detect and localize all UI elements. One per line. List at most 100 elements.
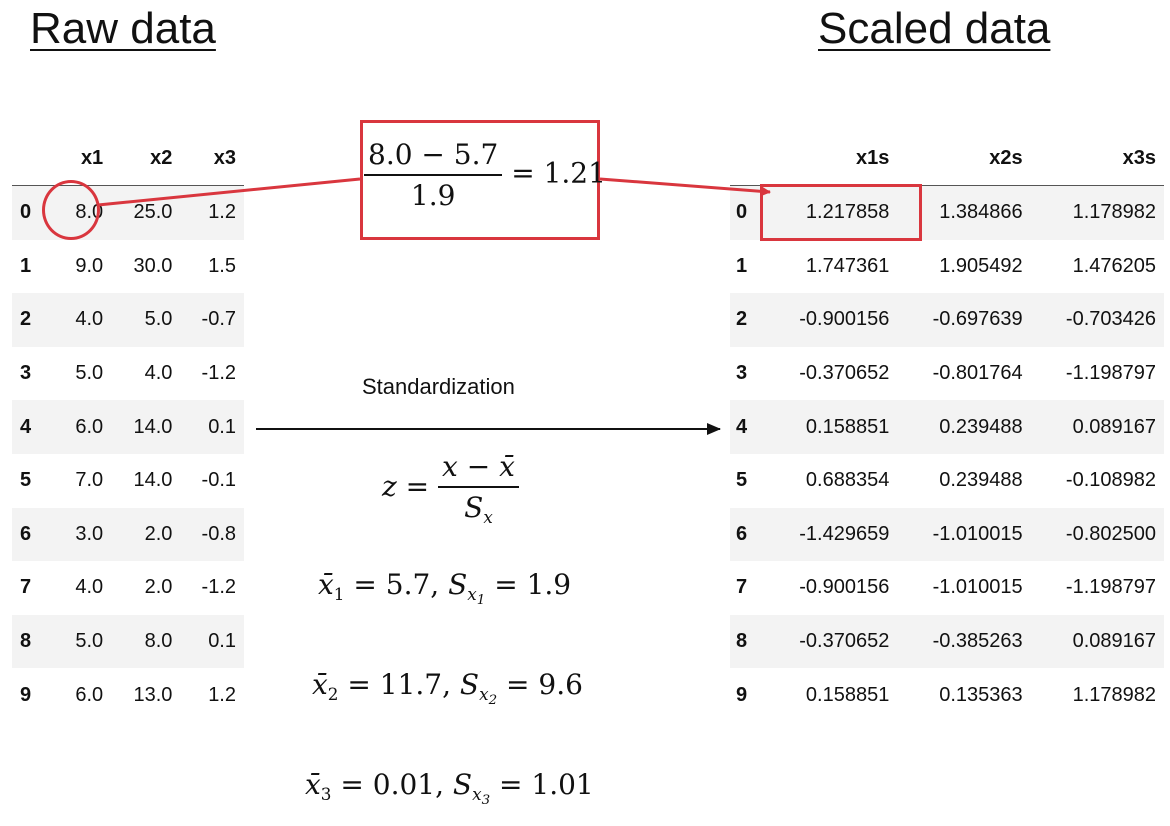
table-cell: 13.0 bbox=[133, 683, 173, 706]
table-cell: 1.905492 bbox=[939, 254, 1023, 277]
z-numerator: x − x̄ bbox=[438, 450, 519, 488]
sd-sub-index: 3 bbox=[481, 793, 491, 808]
mean-symbol: x̄ bbox=[312, 668, 328, 701]
table-cell: 14.0 bbox=[133, 415, 173, 438]
table-cell: 0.158851 bbox=[805, 415, 890, 438]
example-denominator: 1.9 bbox=[410, 179, 456, 212]
table-cell: -0.1 bbox=[201, 469, 236, 492]
table-cell: 8.0 bbox=[144, 630, 173, 653]
z-lhs: z = bbox=[382, 470, 430, 503]
table-cell: 1.747361 bbox=[805, 254, 890, 277]
table-cell: -1.2 bbox=[201, 576, 236, 599]
table-cell: 1.217858 bbox=[805, 201, 890, 224]
sd-sub-var: x bbox=[472, 784, 482, 804]
example-calculation: 8.0 − 5.7 1.9 = 1.21 bbox=[364, 138, 606, 212]
raw-data-title: Raw data bbox=[30, 4, 216, 53]
table-cell: 0.239488 bbox=[939, 415, 1023, 438]
table-cell: 3.0 bbox=[75, 522, 104, 545]
mean-index: 3 bbox=[320, 784, 332, 804]
sd-value: = 1.9 bbox=[494, 568, 572, 601]
table-cell: 5.0 bbox=[144, 308, 173, 331]
mean-value: = 5.7, bbox=[353, 568, 440, 601]
row-index: 3 bbox=[736, 362, 748, 385]
table-row: 7 4.0 2.0 -1.2 bbox=[12, 561, 244, 615]
table-cell: -0.900156 bbox=[799, 576, 890, 599]
z-denominator-sub: x bbox=[483, 507, 493, 527]
mean-value: = 0.01, bbox=[340, 768, 444, 801]
row-index: 4 bbox=[736, 415, 748, 438]
table-cell: 0.1 bbox=[208, 415, 236, 438]
mean-symbol: x̄ bbox=[318, 568, 334, 601]
table-cell: 0.158851 bbox=[805, 683, 890, 706]
row-index: 7 bbox=[20, 576, 32, 599]
table-row: 5 7.0 14.0 -0.1 bbox=[12, 454, 244, 508]
sd-symbol: S bbox=[459, 668, 480, 701]
table-row: 6 3.0 2.0 -0.8 bbox=[12, 507, 244, 562]
table-cell: 14.0 bbox=[133, 469, 173, 492]
table-cell: -1.198797 bbox=[1065, 362, 1156, 385]
table-cell: 0.688354 bbox=[805, 469, 890, 492]
table-row: 9 0.158851 0.135363 1.178982 bbox=[730, 668, 1164, 722]
table-cell: 0.089167 bbox=[1072, 415, 1156, 438]
row-index: 7 bbox=[736, 576, 748, 599]
sd-symbol: S bbox=[452, 768, 473, 801]
table-cell: -0.370652 bbox=[799, 630, 890, 653]
table-cell: -1.2 bbox=[201, 362, 236, 385]
table-cell: -0.900156 bbox=[799, 308, 890, 331]
sd-sub-var: x bbox=[479, 684, 489, 704]
mean-index: 2 bbox=[327, 684, 339, 704]
row-index: 0 bbox=[736, 201, 748, 224]
table-cell: 1.384866 bbox=[939, 201, 1023, 224]
raw-value-highlight-circle bbox=[42, 180, 100, 240]
table-row: 4 6.0 14.0 0.1 bbox=[12, 400, 244, 454]
table-cell: -0.802500 bbox=[1065, 522, 1156, 545]
table-cell: 1.178982 bbox=[1072, 201, 1156, 224]
table-row: 3 5.0 4.0 -1.2 bbox=[12, 347, 244, 401]
table-cell: -0.108982 bbox=[1065, 469, 1156, 492]
row-index: 8 bbox=[736, 630, 748, 653]
stat-line-1: x̄1 = 5.7, Sx1 = 1.9 bbox=[318, 568, 571, 608]
row-index: 5 bbox=[736, 469, 748, 492]
table-row: 8 -0.370652 -0.385263 0.089167 bbox=[730, 614, 1164, 669]
example-result: = 1.21 bbox=[511, 156, 606, 190]
row-index: 0 bbox=[20, 201, 32, 224]
table-cell: 30.0 bbox=[133, 254, 173, 277]
row-index: 4 bbox=[20, 415, 32, 438]
table-header-row: x1 x2 x3 bbox=[12, 132, 244, 186]
red-link-line bbox=[97, 177, 361, 207]
table-cell: 0.1 bbox=[208, 630, 236, 653]
table-cell: 7.0 bbox=[75, 469, 104, 492]
stat-line-3: x̄3 = 0.01, Sx3 = 1.01 bbox=[305, 768, 594, 808]
table-row: 2 -0.900156 -0.697639 -0.703426 bbox=[730, 293, 1164, 347]
table-row: 9 6.0 13.0 1.2 bbox=[12, 668, 244, 722]
table-row: 1 9.0 30.0 1.5 bbox=[12, 240, 244, 294]
row-index: 2 bbox=[736, 308, 748, 331]
table-cell: 6.0 bbox=[75, 415, 104, 438]
sd-subscript: x1 bbox=[467, 584, 485, 608]
table-cell: 9.0 bbox=[75, 254, 104, 277]
table-cell: 1.476205 bbox=[1072, 254, 1156, 277]
table-cell: -1.010015 bbox=[932, 576, 1023, 599]
row-index: 1 bbox=[736, 254, 748, 277]
mean-value: = 11.7, bbox=[347, 668, 451, 701]
scaled-data-title: Scaled data bbox=[818, 4, 1051, 53]
red-arrow bbox=[599, 177, 771, 197]
table-cell: -0.8 bbox=[201, 522, 236, 545]
row-index: 2 bbox=[20, 308, 32, 331]
z-fraction: x − x̄ Sx bbox=[438, 450, 519, 527]
table-cell: 0.239488 bbox=[939, 469, 1023, 492]
standardization-label: Standardization bbox=[362, 374, 515, 399]
table-row: 0 1.217858 1.384866 1.178982 bbox=[730, 185, 1164, 240]
table-cell: -0.385263 bbox=[932, 630, 1023, 653]
example-formula-box bbox=[360, 120, 600, 240]
table-cell: -0.7 bbox=[201, 308, 236, 331]
column-header-x1s: x1s bbox=[855, 147, 890, 169]
sd-symbol: S bbox=[448, 568, 468, 601]
table-row: 5 0.688354 0.239488 -0.108982 bbox=[730, 454, 1164, 508]
table-row: 4 0.158851 0.239488 0.089167 bbox=[730, 400, 1164, 454]
example-numerator: 8.0 − 5.7 bbox=[364, 138, 503, 176]
table-cell: 1.5 bbox=[208, 254, 236, 277]
scaled-value-highlight-box bbox=[760, 184, 922, 241]
row-index: 6 bbox=[736, 522, 748, 545]
table-cell: -1.429659 bbox=[799, 522, 890, 545]
